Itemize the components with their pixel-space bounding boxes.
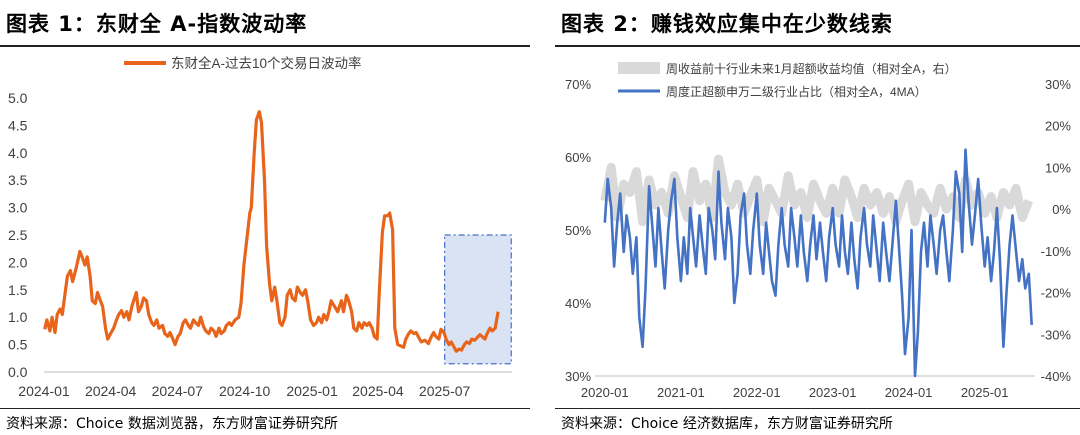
y-tick-label: 1.0 bbox=[8, 309, 28, 325]
right-figure-title: 图表 2：赚钱效应集中在少数线索 bbox=[561, 12, 893, 36]
y-tick-label: 2.0 bbox=[8, 254, 28, 270]
x-tick-label: 2025-01 bbox=[286, 383, 338, 399]
left-figure-title: 图表 1：东财全 A-指数波动率 bbox=[6, 12, 308, 36]
left-y-tick-label: 50% bbox=[565, 223, 591, 238]
x-tick-label: 2025-04 bbox=[352, 383, 404, 399]
volatility-series-line bbox=[43, 110, 500, 353]
legend-label-band: 周收益前十行业未来1月超额收益均值（相对全A，右） bbox=[666, 61, 957, 76]
volatility-chart-legend: 东财全A-过去10个交易日波动率 bbox=[124, 55, 362, 71]
legend-swatch-band bbox=[618, 62, 660, 74]
y-tick-label: 0.0 bbox=[8, 364, 28, 380]
left-y-tick-label: 30% bbox=[565, 369, 591, 384]
y-tick-label: 2.5 bbox=[8, 227, 28, 243]
left-y-tick-label: 40% bbox=[565, 296, 591, 311]
x-tick-label: 2024-04 bbox=[85, 383, 137, 399]
y-tick-label: 5.0 bbox=[8, 90, 28, 106]
legend-label: 东财全A-过去10个交易日波动率 bbox=[171, 55, 362, 71]
right-y-tick-label: -20% bbox=[1041, 286, 1072, 301]
x-tick-label: 2022-01 bbox=[733, 385, 781, 400]
x-tick-label: 2021-01 bbox=[657, 385, 705, 400]
right-source-rule bbox=[555, 408, 1080, 409]
right-y-tick-label: -40% bbox=[1041, 369, 1072, 384]
right-title-rule bbox=[555, 45, 1080, 47]
right-source-note: 资料来源：Choice 经济数据库，东方财富证券研究所 bbox=[561, 416, 893, 432]
right-y-tick-label: -30% bbox=[1041, 327, 1072, 342]
profit-effect-chart-line-series bbox=[603, 148, 1033, 378]
y-tick-label: 1.5 bbox=[8, 282, 28, 298]
x-tick-label: 2025-07 bbox=[419, 383, 471, 399]
right-y-tick-label: 0% bbox=[1052, 202, 1071, 217]
left-figure-panel: 图表 1：东财全 A-指数波动率 0.0 0.5 1.0 1.5 2.0 2.5 3.0 3.… bbox=[0, 0, 530, 435]
left-source-rule bbox=[0, 408, 530, 409]
x-tick-label: 2020-01 bbox=[581, 385, 629, 400]
y-tick-label: 4.0 bbox=[8, 145, 28, 161]
volatility-chart-series bbox=[43, 110, 500, 353]
x-tick-label: 2024-07 bbox=[152, 383, 204, 399]
x-tick-label: 2024-01 bbox=[18, 383, 70, 399]
right-y-tick-label: 30% bbox=[1045, 77, 1071, 92]
left-title-rule bbox=[0, 45, 530, 47]
y-tick-label: 3.0 bbox=[8, 200, 28, 216]
y-tick-label: 0.5 bbox=[8, 337, 28, 353]
highlight-box bbox=[444, 234, 512, 365]
right-figure-panel: 图表 2：赚钱效应集中在少数线索 30% 40% 50% 60% 70% -40% -30%… bbox=[555, 0, 1080, 435]
x-tick-label: 2025-01 bbox=[961, 385, 1009, 400]
x-tick-label: 2024-10 bbox=[219, 383, 271, 399]
volatility-chart: 0.0 0.5 1.0 1.5 2.0 2.5 3.0 3.5 4.0 4.5 5.0 2024-01… bbox=[8, 55, 512, 399]
y-tick-label: 3.5 bbox=[8, 172, 28, 188]
profit-effect-chart-legend: 周收益前十行业未来1月超额收益均值（相对全A，右） 周度正超额申万二级行业占比（相… bbox=[618, 61, 957, 99]
left-y-tick-label: 70% bbox=[565, 77, 591, 92]
right-y-tick-label: 20% bbox=[1045, 119, 1071, 134]
left-y-tick-label: 60% bbox=[565, 150, 591, 165]
profit-effect-chart-axes: 30% 40% 50% 60% 70% -40% -30% -20% -10% 0% 10% 20% 3… bbox=[565, 77, 1071, 400]
right-y-tick-label: -10% bbox=[1041, 244, 1072, 259]
volatility-chart-highlight bbox=[444, 234, 512, 365]
profit-effect-chart: 30% 40% 50% 60% 70% -40% -30% -20% -10% 0% 10% 20% 3… bbox=[565, 61, 1071, 400]
left-source-note: 资料来源：Choice 数据浏览器，东方财富证券研究所 bbox=[6, 416, 338, 432]
positive-excess-share-line bbox=[603, 148, 1033, 378]
right-y-tick-label: 10% bbox=[1045, 160, 1071, 175]
volatility-chart-axes: 0.0 0.5 1.0 1.5 2.0 2.5 3.0 3.5 4.0 4.5 5.0 2024-01… bbox=[8, 90, 512, 399]
legend-label-line: 周度正超额申万二级行业占比（相对全A，4MA） bbox=[666, 84, 927, 99]
x-tick-label: 2024-01 bbox=[885, 385, 933, 400]
y-tick-label: 4.5 bbox=[8, 117, 28, 133]
x-tick-label: 2023-01 bbox=[809, 385, 857, 400]
